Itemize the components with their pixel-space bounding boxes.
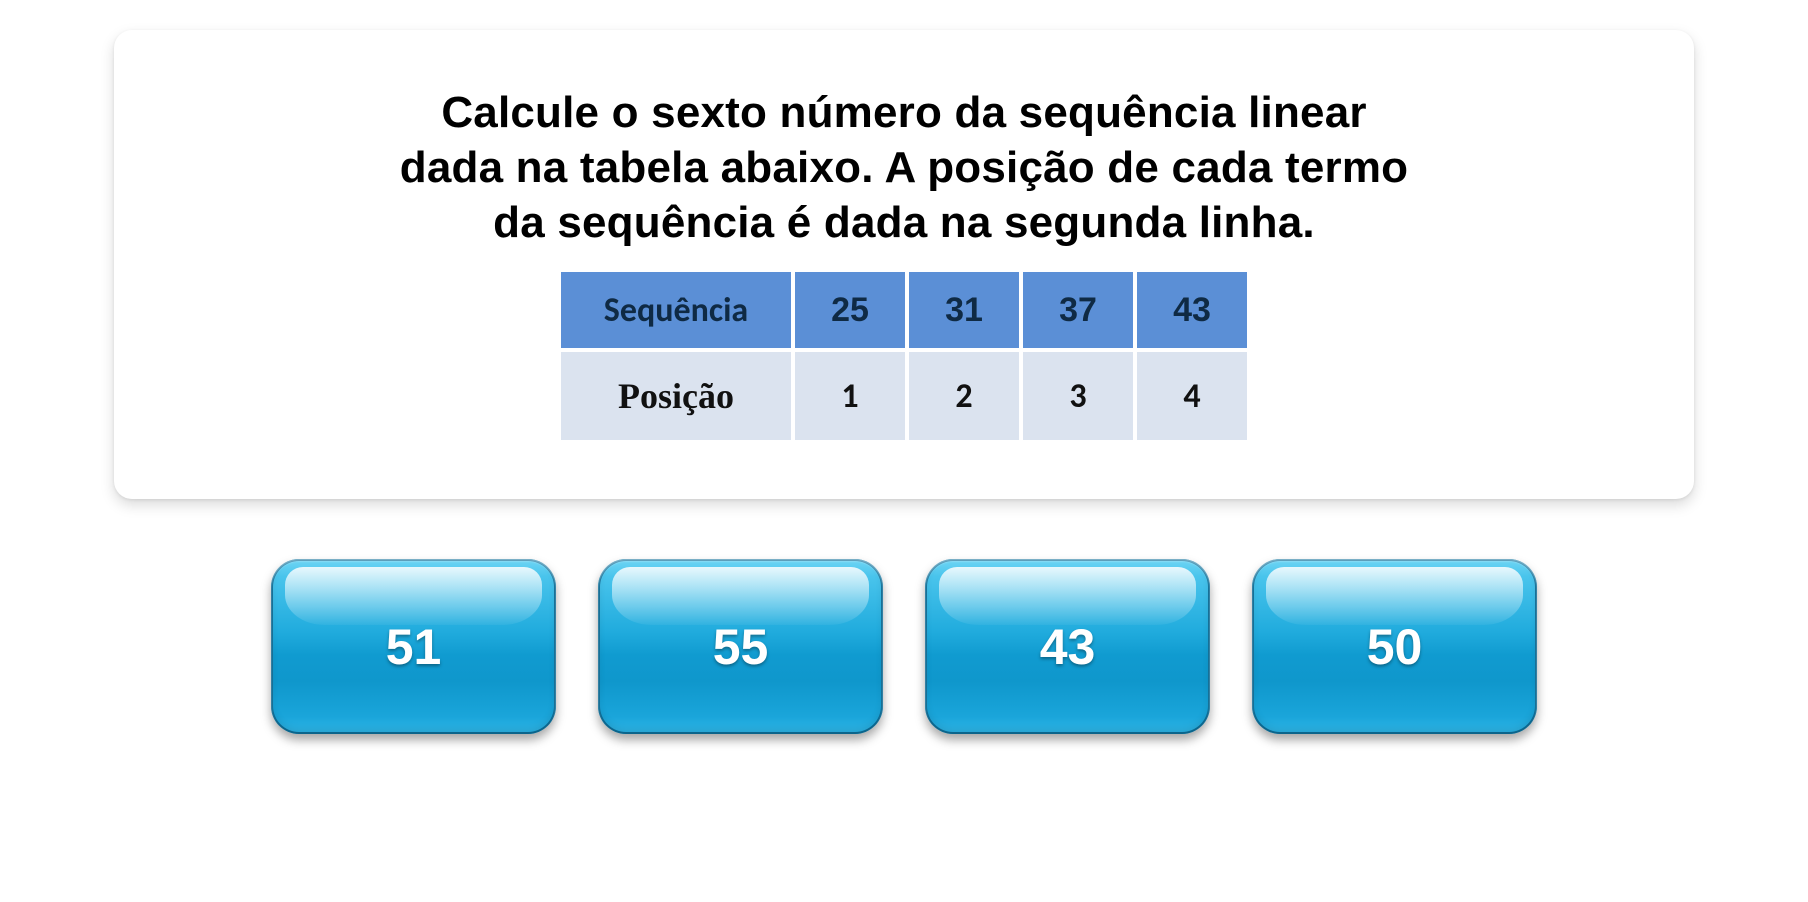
answer-option-2-label: 55: [713, 618, 769, 676]
position-value-cell: 3: [1023, 352, 1133, 440]
table-row-position: Posição 1 2 3 4: [561, 352, 1247, 440]
sequence-table: Sequência 25 31 37 43 Posição 1 2 3 4: [557, 268, 1251, 444]
sequence-value-cell: 25: [795, 272, 905, 348]
answer-option-3[interactable]: 43: [925, 559, 1210, 734]
question-line-3: da sequência é dada na segunda linha.: [493, 198, 1315, 247]
answer-option-4[interactable]: 50: [1252, 559, 1537, 734]
position-value-cell: 2: [909, 352, 1019, 440]
answer-option-3-label: 43: [1040, 618, 1096, 676]
answer-option-1-label: 51: [386, 618, 442, 676]
position-label-cell: Posição: [561, 352, 791, 440]
sequence-value-cell: 37: [1023, 272, 1133, 348]
sequence-label-cell: Sequência: [561, 272, 791, 348]
sequence-value-cell: 31: [909, 272, 1019, 348]
question-line-1: Calcule o sexto número da sequência line…: [441, 88, 1366, 137]
question-line-2: dada na tabela abaixo. A posição de cada…: [400, 143, 1408, 192]
position-value-cell: 1: [795, 352, 905, 440]
answer-option-1[interactable]: 51: [271, 559, 556, 734]
answers-row: 51 55 43 50: [100, 559, 1708, 734]
question-text: Calcule o sexto número da sequência line…: [174, 85, 1634, 250]
question-card: Calcule o sexto número da sequência line…: [114, 30, 1694, 499]
answer-option-4-label: 50: [1367, 618, 1423, 676]
sequence-value-cell: 43: [1137, 272, 1247, 348]
table-row-sequence: Sequência 25 31 37 43: [561, 272, 1247, 348]
answer-option-2[interactable]: 55: [598, 559, 883, 734]
position-value-cell: 4: [1137, 352, 1247, 440]
